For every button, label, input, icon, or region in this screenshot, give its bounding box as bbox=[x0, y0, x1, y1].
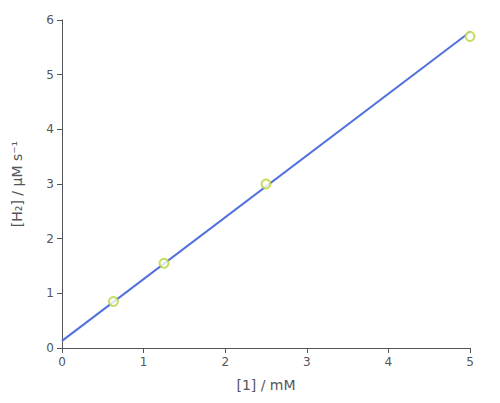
svg-text:1: 1 bbox=[140, 355, 148, 369]
svg-text:5: 5 bbox=[46, 68, 54, 82]
svg-text:0: 0 bbox=[46, 341, 54, 355]
svg-text:[1] / mM: [1] / mM bbox=[236, 377, 295, 393]
svg-text:2: 2 bbox=[46, 232, 54, 246]
svg-text:4: 4 bbox=[385, 355, 393, 369]
svg-text:[H₂] / μM s⁻¹: [H₂] / μM s⁻¹ bbox=[9, 141, 25, 227]
svg-text:0: 0 bbox=[58, 355, 66, 369]
svg-text:2: 2 bbox=[221, 355, 229, 369]
svg-text:3: 3 bbox=[46, 177, 54, 191]
svg-text:1: 1 bbox=[46, 286, 54, 300]
svg-text:4: 4 bbox=[46, 122, 54, 136]
svg-text:5: 5 bbox=[466, 355, 474, 369]
svg-text:3: 3 bbox=[303, 355, 311, 369]
svg-text:6: 6 bbox=[46, 13, 54, 27]
